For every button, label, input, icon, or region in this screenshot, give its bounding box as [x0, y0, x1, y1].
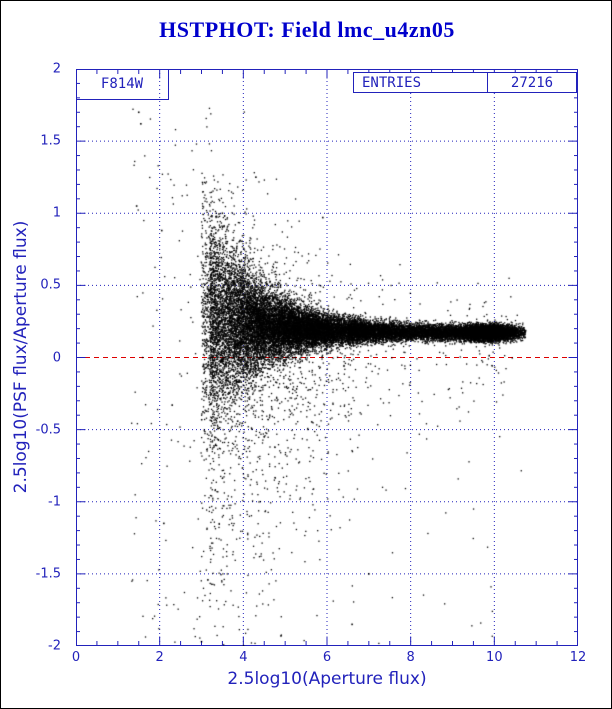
x-tick-label: 0	[71, 650, 81, 665]
y-tick-labels: -2 -1.5 -1 -0.5 0 0.5 1 1.5 2	[1, 62, 69, 654]
x-tick-label: 10	[486, 650, 503, 665]
x-axis-label: 2.5log10(Aperture flux)	[227, 669, 427, 689]
y-tick-label: -1	[48, 494, 61, 510]
x-tick-label: 4	[239, 650, 248, 665]
y-tick-label: 1	[52, 205, 61, 221]
scatter-points	[76, 69, 578, 646]
x-tick-label: 6	[322, 650, 332, 665]
plot-area: F814W ENTRIES 27216	[76, 69, 578, 646]
entries-label: ENTRIES	[362, 74, 422, 91]
y-tick-label: 1.5	[40, 133, 61, 149]
y-tick-label: 2	[52, 61, 61, 77]
entries-box: ENTRIES 27216	[353, 72, 577, 93]
x-tick-label: 2	[155, 650, 164, 665]
x-tick-label: 8	[406, 650, 415, 665]
y-tick-label: 0	[52, 350, 61, 365]
x-tick-labels: 0 2 4 6 8 10 12	[72, 650, 586, 666]
filter-box: F814W	[76, 69, 169, 100]
y-tick-label: -2	[48, 638, 61, 654]
entries-value: 27216	[487, 73, 576, 92]
y-tick-label: -0.5	[35, 422, 61, 438]
y-tick-label: -1.5	[35, 566, 61, 582]
x-tick-label: 12	[569, 650, 587, 665]
chart-title: HSTPHOT: Field lmc_u4zn05	[159, 17, 455, 42]
filter-label: F814W	[100, 76, 144, 92]
y-tick-label: 0.5	[40, 277, 61, 293]
